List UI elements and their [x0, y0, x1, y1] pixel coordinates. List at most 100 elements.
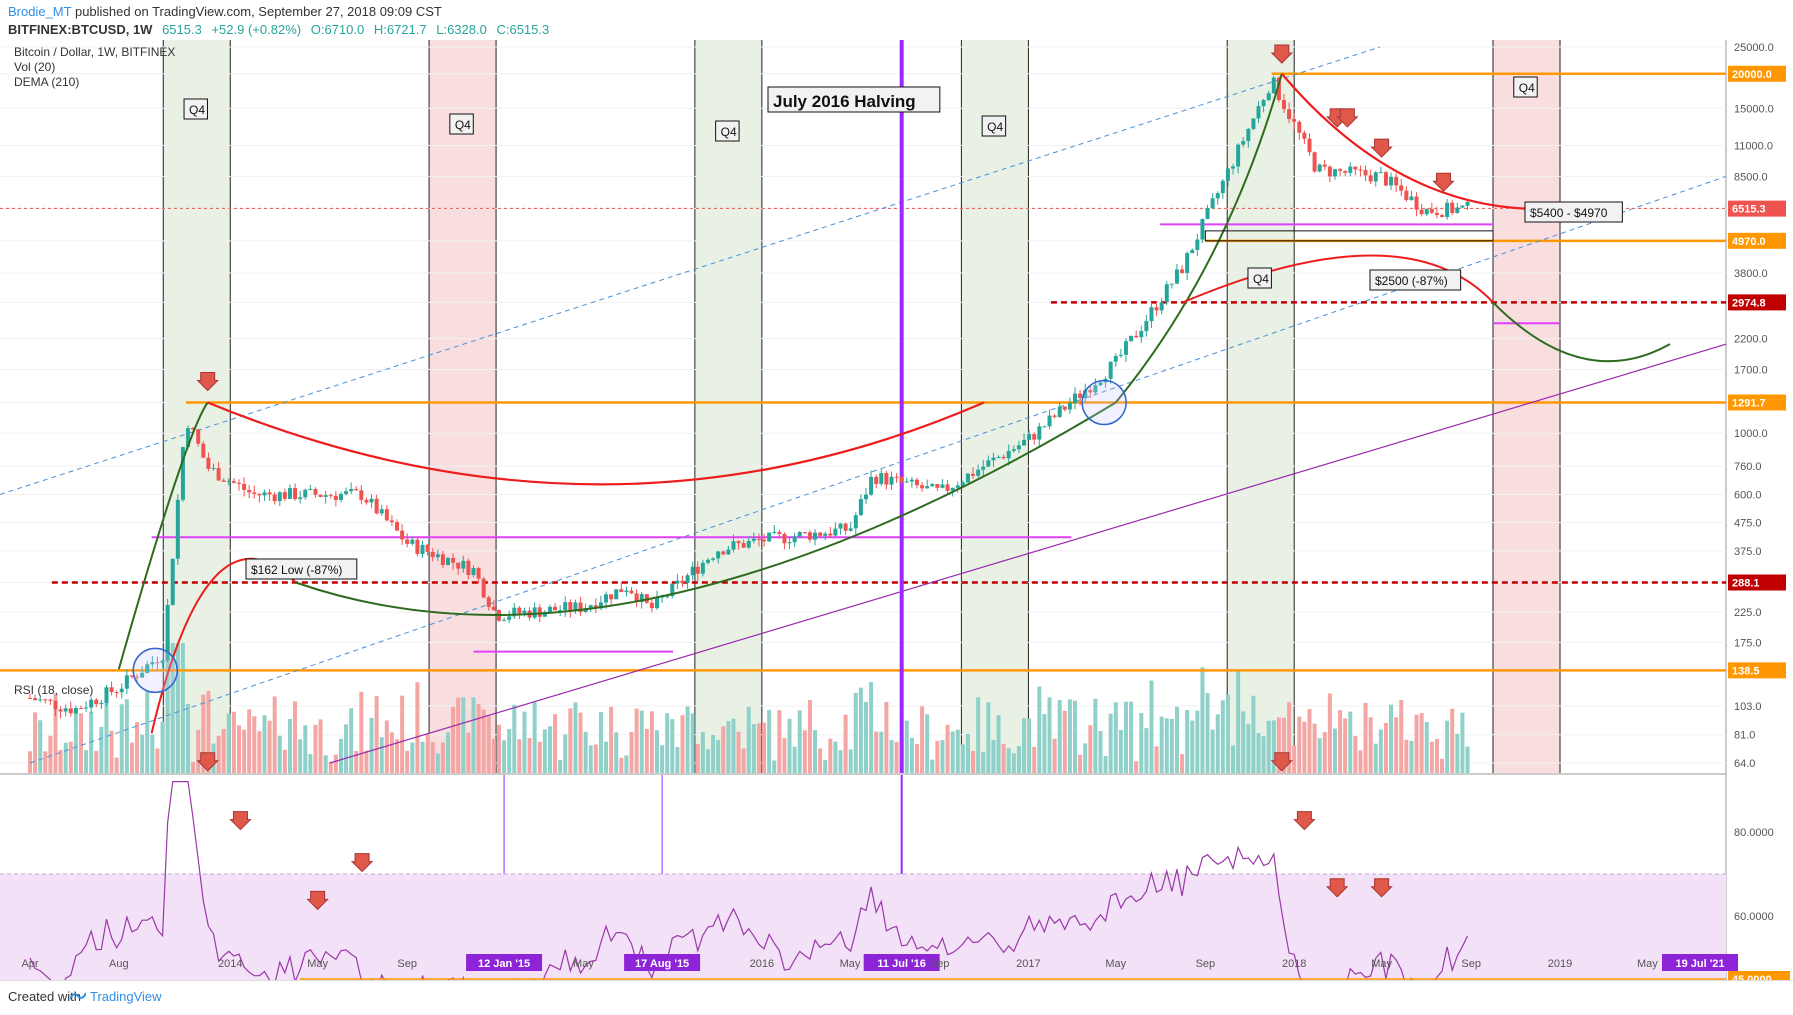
volume-bar: [43, 751, 48, 773]
candle-body: [782, 533, 787, 544]
candle-body: [410, 539, 415, 544]
candle-body: [1327, 166, 1332, 177]
volume-bar: [1429, 741, 1434, 773]
volume-bar: [909, 737, 914, 773]
candle-body: [333, 495, 338, 500]
candle-body: [1399, 185, 1404, 191]
candle-body: [843, 523, 848, 531]
volume-bar: [828, 738, 833, 773]
price-chart[interactable]: Q4 Q4 Q4 Q4 Q4 Q4 July 2016 Halving $162 Low (-…: [0, 40, 1793, 980]
rsi-down-arrow-icon: [1293, 811, 1316, 831]
volume-bar: [252, 716, 257, 773]
tradingview-logo-icon: [70, 992, 86, 1000]
volume-bar: [38, 720, 43, 773]
candle-body: [874, 476, 879, 484]
volume-bar: [573, 702, 578, 773]
volume-bar: [920, 706, 925, 773]
volume-bar: [1231, 745, 1236, 773]
candle-body: [68, 708, 73, 714]
q4-label: Q4: [981, 115, 1007, 137]
volume-bar: [716, 739, 721, 773]
symbol-label: BITFINEX:BTCUSD, 1W: [8, 22, 153, 37]
chart-header: Brodie_MT published on TradingView.com, …: [0, 0, 1793, 40]
candle-body: [665, 596, 670, 598]
volume-bar: [58, 749, 63, 773]
volume-bar: [588, 745, 593, 773]
candle-body: [170, 558, 175, 605]
candle-body: [175, 499, 180, 559]
annotation-text: Q4: [189, 103, 205, 117]
candle-body: [705, 559, 710, 563]
candle-body: [349, 489, 354, 492]
volume-bar: [792, 746, 797, 773]
candle-body: [226, 481, 231, 483]
candle-body: [1312, 152, 1317, 172]
candle-body: [716, 551, 721, 559]
volume-bar: [119, 704, 124, 773]
highlight-circle: [132, 647, 179, 694]
volume-bar: [476, 704, 481, 773]
candle-body: [1297, 121, 1302, 133]
candle-body: [114, 692, 119, 694]
low-value: L:6328.0: [436, 22, 487, 37]
volume-bar: [145, 691, 150, 773]
candle-body: [1118, 354, 1123, 356]
volume-bar: [869, 682, 874, 773]
volume-bar: [731, 718, 736, 773]
candle-body: [884, 473, 889, 485]
volume-bar: [960, 744, 965, 773]
tradingview-brand-link[interactable]: TradingView: [90, 989, 162, 1004]
price-axis-label: 1000.0: [1734, 428, 1768, 440]
volume-bar: [160, 721, 165, 773]
candle-body: [1190, 249, 1195, 254]
volume-bar: [1006, 748, 1011, 773]
drop-arc-2018: [1182, 254, 1494, 304]
annotation-text: $162 Low (-87%): [251, 563, 342, 577]
candle-body: [389, 520, 394, 523]
candle-body: [129, 675, 134, 677]
candle-body: [1276, 77, 1281, 101]
down-arrow-icon: [1336, 108, 1359, 128]
candle-body: [950, 487, 955, 491]
candle-body: [1383, 172, 1388, 186]
volume-bar: [68, 741, 73, 773]
volume-bar: [344, 724, 349, 773]
volume-bar: [140, 734, 145, 773]
candle-body: [553, 606, 558, 611]
annotation-text: Q4: [987, 120, 1003, 134]
candle-body: [237, 482, 242, 484]
publish-line: Brodie_MT published on TradingView.com, …: [8, 4, 442, 19]
volume-bar: [491, 738, 496, 773]
author-link[interactable]: Brodie_MT: [8, 4, 72, 19]
price-level-tag: [1728, 200, 1786, 217]
volume-bar: [777, 710, 782, 773]
volume-bar: [690, 713, 695, 773]
time-axis-tag: [1662, 954, 1738, 971]
rally-arc-2017: [1115, 73, 1283, 404]
candle-body: [1062, 406, 1067, 410]
candle-body: [1011, 449, 1016, 451]
volume-bar: [150, 734, 155, 773]
volume-bar: [226, 713, 231, 773]
price-axis-label: 1700.0: [1734, 365, 1768, 377]
candle-body: [84, 707, 89, 709]
volume-bar: [349, 708, 354, 773]
candle-body: [1389, 176, 1394, 186]
volume-bar: [262, 715, 267, 773]
volume-bar: [879, 731, 884, 773]
volume-bar: [665, 713, 670, 773]
annotation-box: [1524, 201, 1623, 223]
volume-bar: [1164, 718, 1169, 773]
q4-label: Q4: [1513, 76, 1538, 98]
candle-body: [109, 687, 114, 693]
volume-bar: [354, 750, 359, 773]
candle-body: [690, 566, 695, 576]
volume-bar: [333, 754, 338, 773]
volume-bar: [568, 708, 573, 773]
candle-body: [1261, 100, 1266, 107]
candle-body: [517, 607, 522, 614]
volume-bar: [1083, 743, 1088, 773]
down-arrow-icon: [1370, 138, 1393, 158]
candle-body: [838, 523, 843, 529]
high-value: H:6721.7: [373, 22, 427, 37]
